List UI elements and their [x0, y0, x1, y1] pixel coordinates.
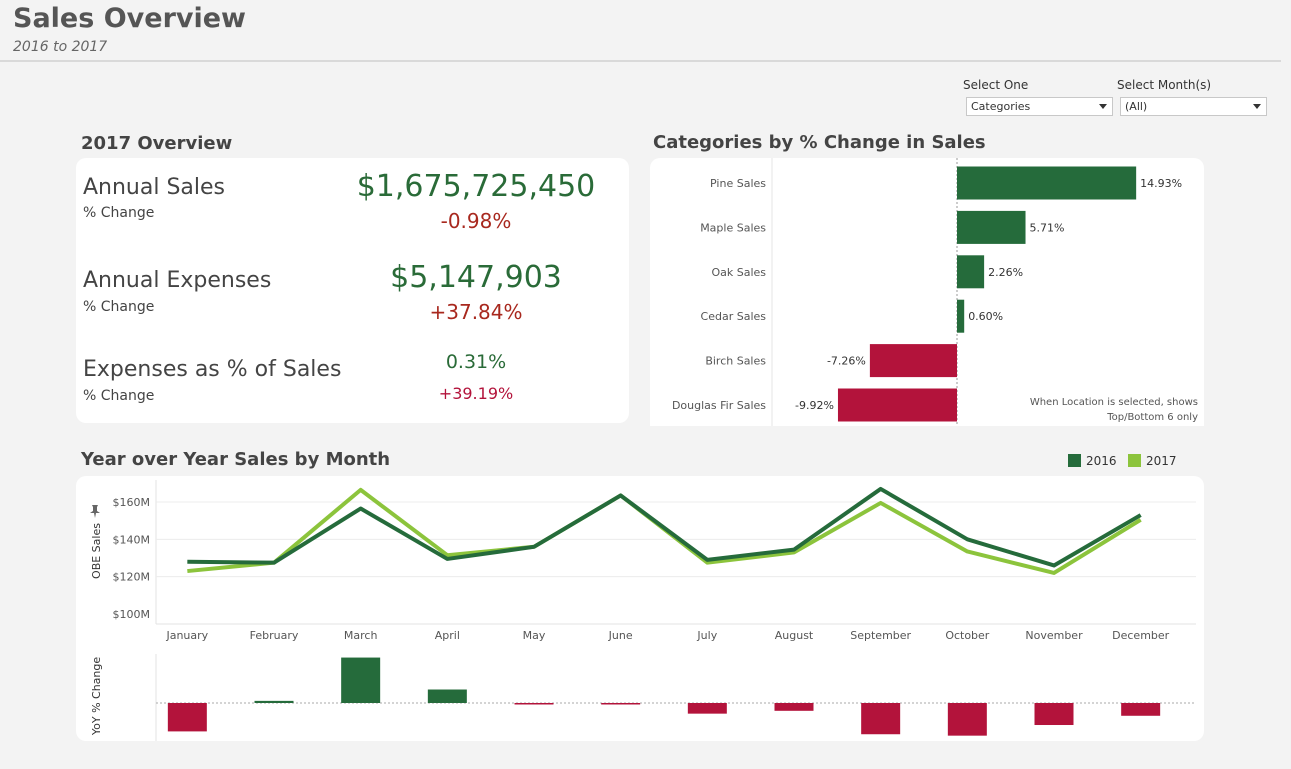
annual-sales-label: Annual Sales [83, 175, 226, 200]
category-bar [957, 255, 985, 289]
category-value-label: -7.26% [827, 355, 866, 368]
chevron-down-icon [1253, 104, 1261, 109]
legend-swatch-2016 [1068, 454, 1081, 467]
annual-expenses-value: $5,147,903 [390, 260, 562, 295]
month-label: December [1112, 629, 1170, 642]
category-label: Oak Sales [711, 266, 766, 279]
yoy-bar [947, 703, 987, 736]
page-subtitle: 2016 to 2017 [13, 39, 108, 55]
category-label: Douglas Fir Sales [672, 399, 766, 412]
yoy-bar [341, 657, 381, 703]
select-one-label: Select One [963, 78, 1029, 92]
categories-note: Top/Bottom 6 only [1106, 412, 1198, 423]
yoy-bar [774, 703, 814, 711]
month-label: September [850, 629, 911, 642]
category-value-label: 0.60% [968, 310, 1003, 323]
select-month-label: Select Month(s) [1117, 78, 1212, 92]
y-tick-label: $140M [113, 533, 151, 546]
yoy-bar [1121, 703, 1161, 716]
yoy-bar [427, 689, 467, 703]
legend-2017[interactable]: 2017 [1128, 454, 1177, 468]
pin-icon-shape [90, 505, 100, 518]
expense-ratio-value: 0.31% [445, 351, 507, 373]
month-label: July [696, 629, 717, 642]
month-label: August [775, 629, 814, 642]
select-one-dropdown[interactable]: Categories [966, 97, 1113, 116]
bar-y-axis-label: YoY % Change [90, 657, 103, 737]
annual-sales-change: -0.98% [440, 209, 512, 233]
category-value-label: 14.93% [1140, 177, 1182, 190]
yoy-bar [254, 700, 294, 703]
dashboard-header: Sales Overview 2016 to 2017 [0, 0, 1281, 62]
category-label: Cedar Sales [701, 310, 767, 323]
categories-note: When Location is selected, shows [1030, 397, 1198, 408]
legend-label-2017: 2017 [1146, 454, 1177, 468]
y-tick-label: $160M [113, 496, 151, 509]
y-tick-label: $120M [113, 571, 151, 584]
select-month-dropdown[interactable]: (All) [1120, 97, 1267, 116]
y-tick-label: $100M [113, 608, 151, 621]
overview-panel: Annual Sales % Change $1,675,725,450 -0.… [76, 158, 629, 423]
legend-2016[interactable]: 2016 [1068, 454, 1117, 468]
overview-title: 2017 Overview [81, 133, 233, 154]
expense-ratio-sub: % Change [83, 388, 155, 404]
categories-panel: Pine Sales 14.93% Maple Sales 5.71% Oak Sale… [650, 158, 1204, 426]
categories-bar-chart: Pine Sales 14.93% Maple Sales 5.71% Oak Sale… [672, 158, 1198, 426]
month-label: June [608, 629, 633, 642]
category-label: Pine Sales [710, 177, 766, 190]
annual-sales-value: $1,675,725,450 [356, 169, 596, 204]
category-value-label: 5.71% [1030, 221, 1065, 234]
annual-expenses-change: +37.84% [429, 300, 523, 324]
month-label: April [435, 629, 460, 642]
select-one-value: Categories [971, 100, 1031, 113]
yoy-bar [514, 703, 554, 705]
category-value-label: -9.92% [795, 399, 834, 412]
month-label: January [165, 629, 208, 642]
select-month-value: (All) [1125, 100, 1148, 113]
legend-swatch-2017 [1128, 454, 1141, 467]
yoy-bar [601, 703, 641, 705]
month-label: November [1025, 629, 1083, 642]
yoy-bar [167, 703, 207, 732]
legend-label-2016: 2016 [1086, 454, 1117, 468]
annual-sales-sub: % Change [83, 205, 155, 221]
annual-expenses-label: Annual Expenses [83, 268, 272, 293]
month-label: May [523, 629, 546, 642]
yoy-bar [687, 703, 727, 714]
category-label: Maple Sales [700, 221, 766, 234]
categories-title: Categories by % Change in Sales [653, 132, 986, 153]
yoy-panel: OBE Sales $100M $120M $140M $160M January Febr… [76, 476, 1204, 741]
yoy-chart: OBE Sales $100M $120M $140M $160M January Febr… [90, 480, 1196, 741]
month-label: March [344, 629, 378, 642]
month-label: February [250, 629, 299, 642]
expense-ratio-label: Expenses as % of Sales [83, 357, 342, 382]
pin-icon [90, 505, 100, 518]
series-line-2016 [187, 486, 1142, 568]
category-label: Birch Sales [705, 355, 766, 368]
category-bar [957, 166, 1137, 200]
yoy-title: Year over Year Sales by Month [81, 449, 391, 470]
category-bar [957, 299, 965, 333]
page-title: Sales Overview [13, 3, 246, 34]
month-label: October [945, 629, 989, 642]
expense-ratio-change: +39.19% [438, 384, 514, 403]
chevron-down-icon [1099, 104, 1107, 109]
line-y-axis-label: OBE Sales [90, 523, 103, 579]
category-bar [837, 388, 957, 422]
annual-expenses-sub: % Change [83, 299, 155, 315]
yoy-bar [861, 703, 901, 735]
category-value-label: 2.26% [988, 266, 1023, 279]
category-bar [869, 344, 957, 378]
category-bar [957, 210, 1026, 244]
yoy-bar [1034, 703, 1074, 726]
